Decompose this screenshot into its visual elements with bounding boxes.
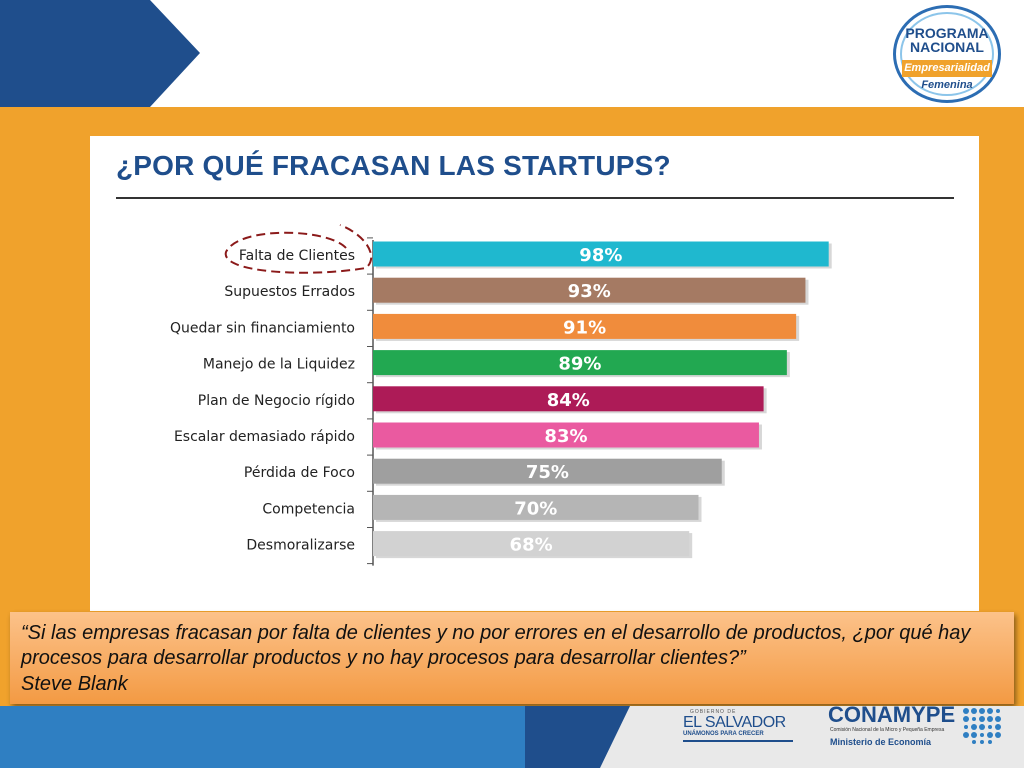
footer-blue-band (0, 706, 525, 768)
category-label: Plan de Negocio rígido (198, 393, 355, 409)
gobierno-slogan: UNÁMONOS PARA CRECER (683, 731, 764, 737)
highlight-circle (224, 224, 373, 274)
logo-ring (900, 12, 994, 96)
chart-panel: ¿POR QUÉ FRACASAN LAS STARTUPS? 98% Falta… (90, 136, 979, 611)
bar (373, 313, 797, 339)
quote-author: Steve Blank (21, 673, 128, 695)
bar-value-label: 75% (526, 462, 569, 483)
quote-text: “Si las empresas fracasan por falta de c… (21, 622, 971, 669)
bar-value-label: 98% (579, 245, 622, 266)
logo-ribbon: Empresarialidad (902, 60, 992, 77)
gobierno-underline (683, 740, 793, 742)
bar (373, 422, 759, 448)
category-label: Quedar sin financiamiento (170, 320, 355, 336)
quote-box: “Si las empresas fracasan por falta de c… (10, 612, 1014, 704)
conamype-name: CONAMYPE (828, 702, 956, 727)
bar-value-label: 83% (544, 426, 587, 447)
bar (373, 386, 764, 412)
footer-logos-area (600, 706, 1024, 768)
bar-value-label: 93% (568, 281, 611, 302)
category-label: Competencia (262, 501, 355, 517)
bar (373, 458, 722, 484)
bar-value-label: 70% (514, 498, 557, 519)
conamype-subtitle: Comisión Nacional de la Micro y Pequeña … (830, 727, 945, 733)
bar-value-label: 89% (558, 354, 601, 375)
bar-value-label: 68% (510, 535, 553, 556)
logo-line3: Femenina (921, 79, 973, 91)
category-label: Supuestos Errados (224, 284, 355, 300)
category-label: Manejo de la Liquidez (203, 357, 355, 373)
bar (373, 350, 787, 376)
gobierno-label: GOBIERNO DE (690, 709, 737, 715)
bar (373, 241, 829, 267)
title-rule (116, 197, 954, 199)
category-label: Pérdida de Foco (244, 465, 355, 481)
conamype-ministry: Ministerio de Economía (830, 737, 932, 747)
logo-line1: PROGRAMA (905, 25, 989, 41)
bar (373, 494, 699, 520)
category-label: Falta de Clientes (239, 248, 355, 264)
category-label: Desmoralizarse (246, 538, 355, 554)
conamype-logo-icon (963, 708, 1001, 744)
gobierno-name: EL SALVADOR (683, 714, 786, 731)
category-label: Escalar demasiado rápido (174, 429, 355, 445)
bar (373, 531, 690, 557)
bar-value-label: 91% (563, 317, 606, 338)
programa-nacional-logo: PROGRAMA NACIONAL Empresarialidad Femeni… (893, 5, 1001, 103)
logo-line2: NACIONAL (910, 39, 984, 55)
bar-chart: 98% Falta de Clientes 93% Supuestos Errados… (170, 224, 832, 566)
bar (373, 277, 806, 303)
bar-value-label: 84% (547, 390, 590, 411)
chart-title: ¿POR QUÉ FRACASAN LAS STARTUPS? (116, 150, 671, 181)
